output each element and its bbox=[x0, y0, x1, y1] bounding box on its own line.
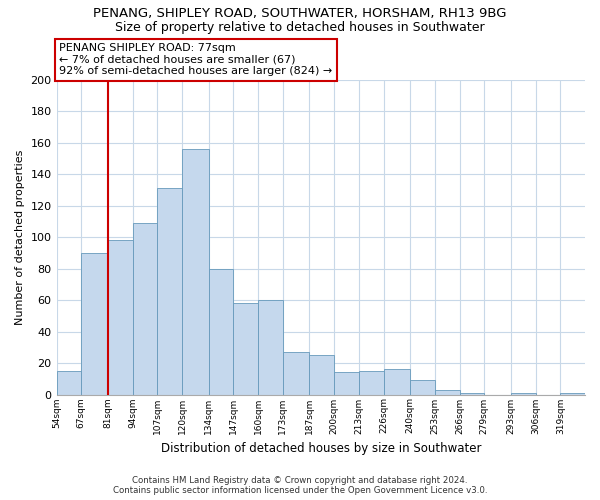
Bar bbox=[258, 300, 283, 394]
Bar bbox=[334, 372, 359, 394]
Bar bbox=[133, 223, 157, 394]
Bar bbox=[81, 253, 108, 394]
Text: PENANG, SHIPLEY ROAD, SOUTHWATER, HORSHAM, RH13 9BG: PENANG, SHIPLEY ROAD, SOUTHWATER, HORSHA… bbox=[93, 8, 507, 20]
Bar bbox=[383, 370, 410, 394]
Text: Contains HM Land Registry data © Crown copyright and database right 2024.
Contai: Contains HM Land Registry data © Crown c… bbox=[113, 476, 487, 495]
Bar bbox=[310, 355, 334, 395]
Text: Size of property relative to detached houses in Southwater: Size of property relative to detached ho… bbox=[115, 21, 485, 34]
Bar bbox=[56, 371, 81, 394]
Bar bbox=[157, 188, 182, 394]
Text: PENANG SHIPLEY ROAD: 77sqm
← 7% of detached houses are smaller (67)
92% of semi-: PENANG SHIPLEY ROAD: 77sqm ← 7% of detac… bbox=[59, 43, 332, 76]
Bar bbox=[108, 240, 133, 394]
Y-axis label: Number of detached properties: Number of detached properties bbox=[15, 150, 25, 324]
Bar bbox=[435, 390, 460, 394]
Bar bbox=[560, 393, 585, 394]
Bar bbox=[359, 371, 383, 394]
Bar bbox=[460, 393, 484, 394]
Bar bbox=[511, 393, 536, 394]
Bar bbox=[233, 303, 258, 394]
X-axis label: Distribution of detached houses by size in Southwater: Distribution of detached houses by size … bbox=[161, 442, 481, 455]
Bar bbox=[283, 352, 310, 395]
Bar bbox=[209, 268, 233, 394]
Bar bbox=[410, 380, 435, 394]
Bar bbox=[182, 149, 209, 394]
